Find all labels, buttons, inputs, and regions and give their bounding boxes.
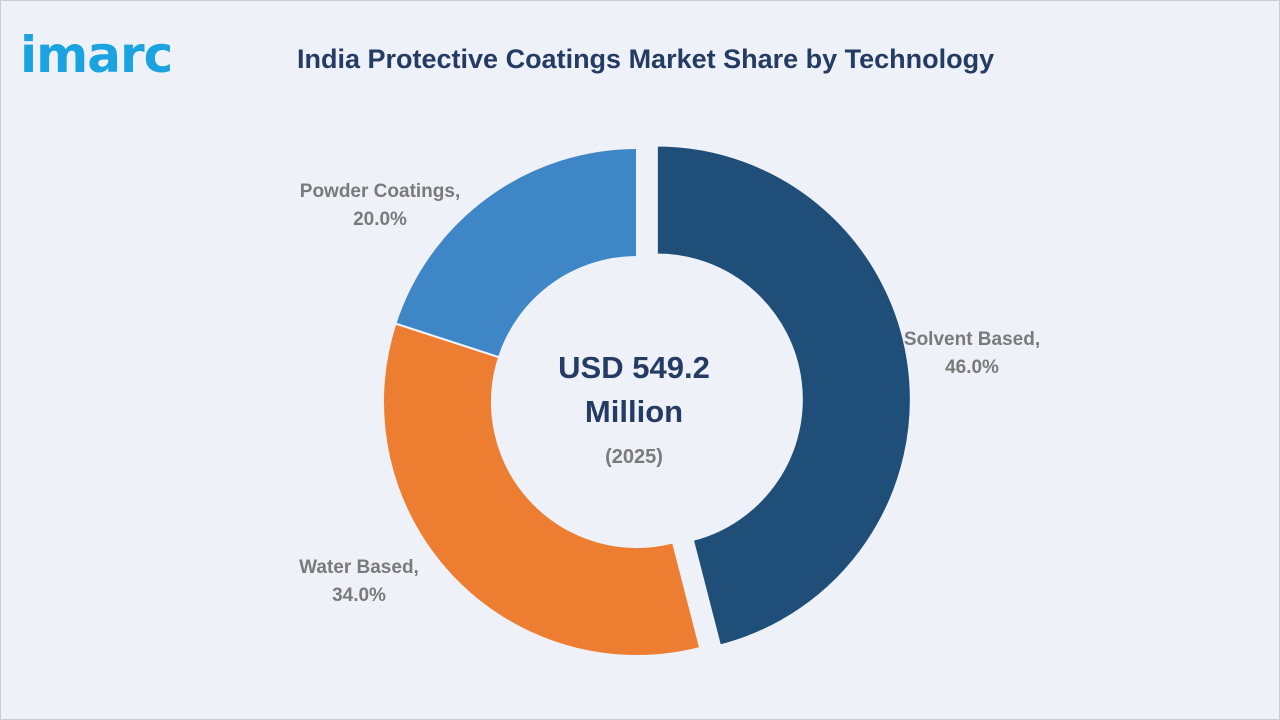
slice-label-name: Powder Coatings,: [300, 181, 460, 202]
slice-label-name: Solvent Based,: [904, 329, 1040, 350]
slice-solvent-based: [655, 144, 912, 647]
center-year: (2025): [605, 446, 663, 468]
slice-label-value: 46.0%: [945, 357, 999, 378]
slice-water-based: [382, 322, 702, 657]
donut-slices: [382, 144, 912, 657]
imarc-logo: imarc: [20, 26, 173, 84]
slice-label-value: 34.0%: [332, 585, 386, 606]
slice-powder-coatings: [394, 146, 638, 359]
chart-title: India Protective Coatings Market Share b…: [297, 44, 995, 74]
center-value-line1: USD 549.2: [558, 350, 710, 385]
slice-label-value: 20.0%: [353, 209, 407, 230]
slice-labels: Solvent Based, 46.0% Water Based, 34.0% Powd…: [299, 181, 1040, 606]
center-value-line2: Million: [585, 394, 683, 429]
slice-label-name: Water Based,: [299, 557, 419, 578]
